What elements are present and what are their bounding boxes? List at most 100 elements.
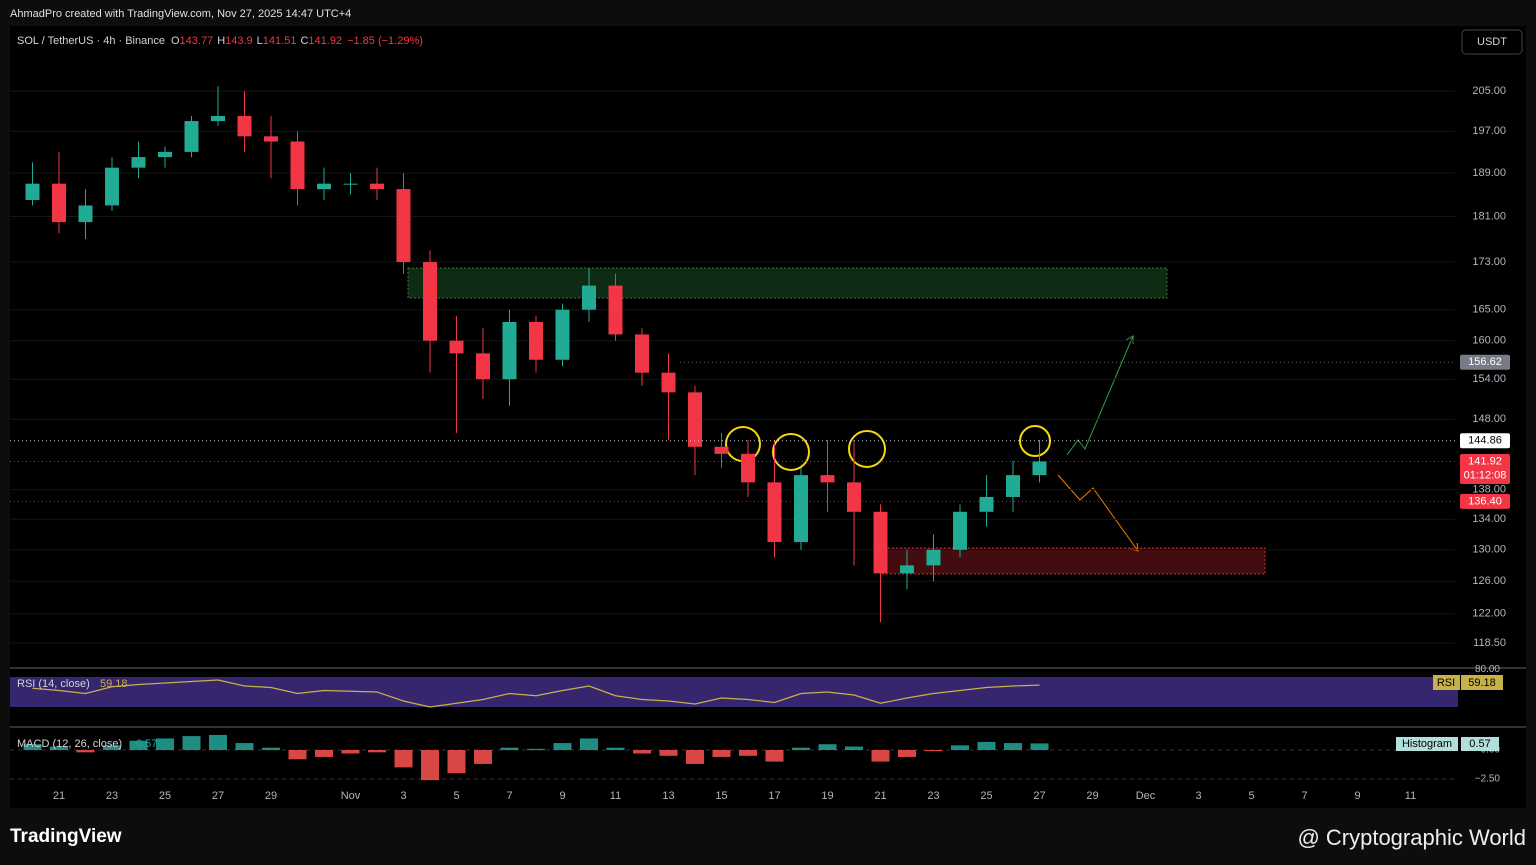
- macd-bar: [129, 740, 148, 751]
- macd-bar: [686, 750, 704, 764]
- x-tick-label: 3: [1195, 790, 1201, 802]
- x-tick-label: 7: [1301, 790, 1307, 802]
- x-tick-label: 5: [453, 790, 459, 802]
- currency-button[interactable]: [1461, 29, 1523, 55]
- y-tick-label: 122.00: [1472, 608, 1506, 620]
- macd-bar: [845, 746, 863, 751]
- watermark: @ Cryptographic World: [1297, 825, 1526, 850]
- candle-body: [317, 183, 331, 190]
- candle-body: [847, 482, 861, 512]
- x-tick-label: Dec: [1136, 790, 1156, 802]
- macd-bar: [924, 750, 943, 752]
- candle-body: [1032, 461, 1047, 476]
- macd-bar: [1004, 743, 1022, 751]
- y-tick-label: 160.00: [1472, 335, 1506, 347]
- x-tick-label: 17: [768, 790, 780, 802]
- y-tick-label: 189.00: [1472, 167, 1506, 179]
- x-tick-label: 13: [662, 790, 674, 802]
- x-tick-label: 29: [1086, 790, 1098, 802]
- candle-body: [582, 285, 596, 310]
- macd-value-label: 0.57: [1469, 738, 1490, 750]
- candle-body: [52, 183, 66, 223]
- price-label-box: [1460, 493, 1510, 509]
- x-tick-label: 27: [212, 790, 224, 802]
- supply-zone: [407, 267, 1168, 299]
- macd-bar: [23, 744, 42, 751]
- x-tick-label: 3: [400, 790, 406, 802]
- rsi-line: [32, 679, 1040, 708]
- macd-bar: [341, 750, 360, 754]
- y-tick-label: 205.00: [1472, 85, 1506, 97]
- candle-body: [184, 121, 199, 152]
- candle-body: [158, 151, 172, 158]
- candle-body: [529, 321, 543, 360]
- currency-label[interactable]: USDT: [1477, 36, 1507, 48]
- macd-bar: [500, 747, 519, 751]
- candle-body: [555, 309, 570, 360]
- macd-badge: Histogram: [1402, 738, 1452, 750]
- y-tick-label: 138.00: [1472, 484, 1506, 496]
- y-tick-label: 173.00: [1472, 256, 1506, 268]
- y-tick-label: 165.00: [1472, 304, 1506, 316]
- macd-bar: [209, 734, 227, 751]
- candle-body: [370, 183, 384, 190]
- rsi-value-box: [1461, 675, 1503, 690]
- y-tick-label: 134.00: [1472, 513, 1506, 525]
- x-tick-label: 25: [159, 790, 171, 802]
- macd-bar: [315, 750, 333, 757]
- macd-bar: [235, 743, 254, 751]
- macd-bar: [898, 750, 916, 757]
- macd-value: 0.57: [136, 738, 157, 750]
- macd-bar: [288, 750, 307, 760]
- price-label-box: [1460, 453, 1510, 484]
- candle-body: [767, 482, 782, 543]
- y-tick-label: 181.00: [1472, 210, 1506, 222]
- chart-title: SOL / TetherUS · 4h · Binance: [17, 35, 165, 47]
- macd-bar: [765, 750, 784, 762]
- macd-bar: [739, 750, 757, 756]
- header: AhmadPro created with TradingView.com, N…: [10, 8, 351, 20]
- price-label: 136.40: [1468, 495, 1502, 507]
- chart-legend: SOL / TetherUS · 4h · Binance O143.77 H143…: [17, 35, 423, 47]
- macd-bar: [262, 747, 280, 751]
- macd-bar: [633, 750, 651, 754]
- rsi-band: [10, 677, 1458, 707]
- ohlc-value: 141.92: [308, 35, 342, 47]
- macd-bar: [792, 747, 810, 751]
- arrow-head: [1125, 335, 1134, 344]
- price-label: 144.86: [1468, 435, 1502, 447]
- rsi-tick-label: 80.00: [1475, 664, 1500, 675]
- candle-body: [741, 453, 755, 483]
- ohlc-value: 143.77: [180, 35, 214, 47]
- macd-bar: [368, 750, 386, 753]
- macd-bar: [447, 750, 466, 774]
- x-tick-label: 23: [927, 790, 939, 802]
- candle-body: [211, 116, 225, 122]
- candle-body: [449, 340, 464, 354]
- candle-body: [900, 565, 914, 574]
- macd-bar: [394, 750, 413, 768]
- candle-body: [476, 353, 490, 380]
- candle-body: [396, 189, 411, 263]
- x-tick-label: 27: [1033, 790, 1045, 802]
- candle-body: [78, 205, 93, 223]
- price-label: 156.62: [1468, 356, 1502, 368]
- macd-bar: [712, 750, 731, 757]
- circle: [772, 433, 810, 471]
- ohlc-label: C: [300, 35, 308, 47]
- x-tick-label: 25: [980, 790, 992, 802]
- candle-body: [237, 116, 252, 137]
- candle-body: [290, 141, 305, 190]
- x-tick-label: 9: [559, 790, 565, 802]
- rsi-badge: RSI: [1437, 677, 1455, 689]
- x-tick-label: 9: [1354, 790, 1360, 802]
- candle-body: [979, 496, 994, 512]
- macd-bar: [659, 750, 678, 756]
- ohlc-value: 141.51: [263, 35, 297, 47]
- ohlc-value: 143.9: [225, 35, 253, 47]
- ohlc-label: O: [171, 35, 180, 47]
- plot: 205.00 197.00 189.00 181.00 173.00 165.00 160.…: [10, 85, 1510, 802]
- y-tick-label: 126.00: [1472, 575, 1506, 587]
- countdown: 01:12:08: [1464, 469, 1507, 481]
